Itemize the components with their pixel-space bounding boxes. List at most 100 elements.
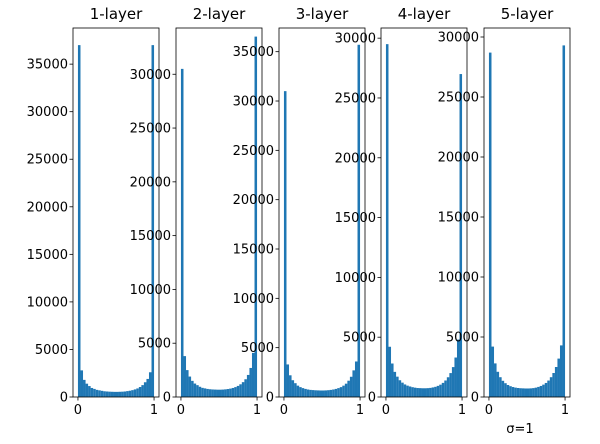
histogram-bar xyxy=(116,391,119,397)
histogram-bar xyxy=(100,390,104,397)
y-tick-label: 35000 xyxy=(27,58,68,73)
histogram-bar xyxy=(83,379,86,397)
histogram-bar xyxy=(249,367,252,397)
subplot-title: 1-layer xyxy=(90,5,143,23)
histogram-bar xyxy=(524,388,527,397)
histogram-bar xyxy=(126,391,129,397)
histogram-bar xyxy=(549,377,553,397)
histogram-bar xyxy=(488,52,492,397)
histogram-bar xyxy=(354,361,358,397)
histogram-bar xyxy=(416,388,419,397)
histogram-bar xyxy=(118,391,122,397)
histogram-bar xyxy=(324,390,328,397)
histogram-bar xyxy=(198,386,202,397)
histogram-bar xyxy=(306,389,310,397)
histogram-bar xyxy=(506,385,510,397)
histogram-bar xyxy=(254,36,258,397)
axes-frame xyxy=(483,27,571,398)
x-tick-label: 1 xyxy=(150,403,158,418)
histogram-bar xyxy=(441,382,445,397)
histogram-bar xyxy=(219,389,222,397)
y-tick-label: 10000 xyxy=(335,271,376,286)
x-tick-label: 0 xyxy=(280,403,288,418)
histogram-bar xyxy=(80,370,84,397)
histogram-bar xyxy=(344,383,348,397)
histogram-bar xyxy=(296,385,300,397)
histogram-bar xyxy=(105,391,109,397)
x-tick-label: 1 xyxy=(561,403,569,418)
y-tick-label: 5000 xyxy=(343,331,376,346)
histogram-bar xyxy=(186,370,189,397)
axes-frame xyxy=(278,27,366,398)
histogram-bar xyxy=(401,382,404,397)
histogram-bar xyxy=(188,376,192,397)
histogram-bar xyxy=(206,388,209,397)
histogram-bar xyxy=(103,391,106,397)
y-tick-label: 15000 xyxy=(335,211,376,226)
histogram-bar xyxy=(146,378,149,397)
y-tick-label: 10000 xyxy=(27,295,68,310)
histogram-bar xyxy=(449,373,452,397)
histogram-bar xyxy=(509,386,512,397)
histogram-bar xyxy=(393,371,397,397)
histogram-bar xyxy=(552,373,555,397)
histogram-bar xyxy=(151,45,155,397)
histogram-bar xyxy=(191,380,194,397)
histogram-bar xyxy=(388,346,392,397)
histogram-bar xyxy=(316,390,320,397)
histogram-bar xyxy=(554,367,558,397)
histogram-bar xyxy=(342,385,345,397)
y-tick-label: 30000 xyxy=(27,105,68,120)
y-tick-label: 0 xyxy=(471,391,479,406)
histogram-bar xyxy=(514,387,517,397)
y-tick-label: 20000 xyxy=(130,175,171,190)
y-tick-label: 20000 xyxy=(438,151,479,166)
histogram-bar xyxy=(391,363,394,397)
histogram-bar xyxy=(183,356,187,397)
histogram-bar xyxy=(93,388,96,397)
y-tick-label: 10000 xyxy=(233,292,274,307)
histogram-bar xyxy=(77,45,81,397)
histogram-bar xyxy=(221,389,225,397)
histogram-bar xyxy=(229,388,232,397)
annotation: σ=1 xyxy=(506,422,533,437)
histogram-bar xyxy=(337,388,340,397)
histogram-bar xyxy=(234,387,237,397)
y-tick-label: 30000 xyxy=(335,32,376,47)
histogram-bar xyxy=(562,45,566,398)
histogram-bar xyxy=(322,390,325,397)
histogram-bar xyxy=(396,376,399,397)
histogram-bar xyxy=(519,388,522,397)
histogram-bar xyxy=(213,389,217,397)
histogram-bar xyxy=(494,363,497,397)
histogram-bar xyxy=(108,391,111,397)
histogram-bar xyxy=(231,387,235,397)
histogram-bar xyxy=(208,389,212,397)
histogram-bar xyxy=(110,391,114,397)
subplot-title: 5-layer xyxy=(501,5,554,23)
histogram-bar xyxy=(542,384,545,397)
subplot-title: 2-layer xyxy=(193,5,246,23)
histogram-bar xyxy=(456,339,460,397)
histogram-bar xyxy=(547,380,550,397)
histogram-bar xyxy=(496,371,500,397)
y-tick-label: 20000 xyxy=(233,193,274,208)
histogram-bar xyxy=(332,389,335,397)
y-tick-label: 35000 xyxy=(233,45,274,60)
y-tick-label: 0 xyxy=(163,391,171,406)
y-tick-label: 0 xyxy=(266,391,274,406)
histogram-bar xyxy=(406,385,409,397)
y-tick-label: 5000 xyxy=(446,331,479,346)
histogram-bar xyxy=(347,380,350,397)
histogram-bar xyxy=(136,388,139,397)
histogram-bar xyxy=(534,387,538,397)
histogram-bar xyxy=(504,383,507,397)
y-tick-label: 25000 xyxy=(27,153,68,168)
histogram-bar xyxy=(421,388,424,397)
histogram-bar xyxy=(95,389,99,397)
subplot-title: 3-layer xyxy=(296,5,349,23)
histogram-bar xyxy=(216,389,219,397)
histogram-bar xyxy=(352,370,355,397)
histogram-bar xyxy=(557,358,560,397)
histogram-bar xyxy=(304,388,307,397)
